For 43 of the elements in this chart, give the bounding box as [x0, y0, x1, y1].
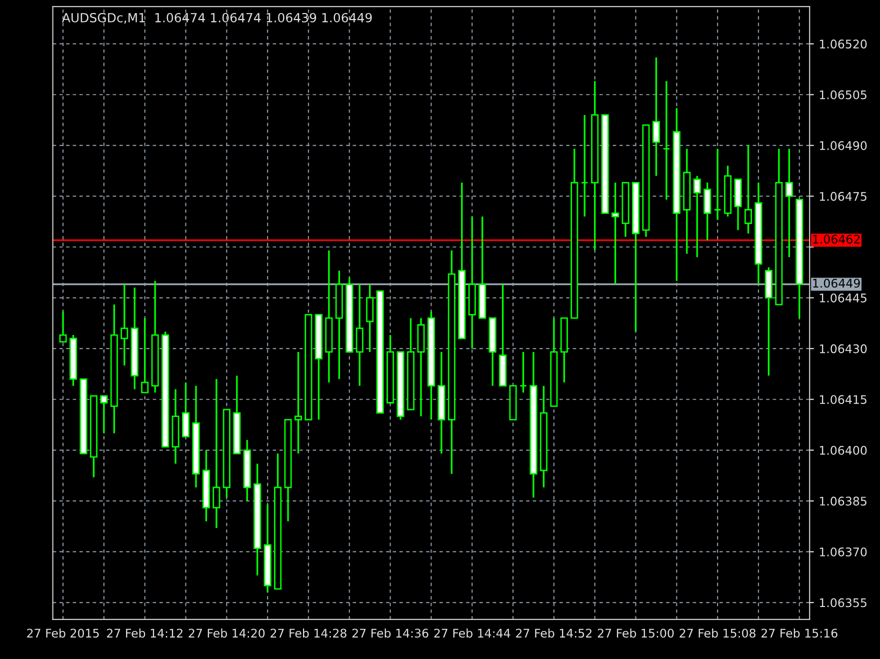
y-tick-label: 1.06355: [820, 598, 866, 608]
x-tick-label: 27 Feb 15:08: [680, 628, 756, 638]
y-tick-label: 1.06520: [820, 40, 867, 48]
candlestick: [580, 114, 588, 218]
candlestick: [693, 175, 701, 258]
y-tick-label: 1.06385: [820, 496, 866, 506]
x-tick-label: 27 Feb 15:00: [598, 628, 674, 638]
candlestick: [182, 382, 190, 438]
candlestick: [519, 351, 528, 394]
candlestick: [744, 144, 752, 234]
x-tick-label: 27 Feb 14:12: [106, 628, 182, 638]
x-tick-label: 27 Feb 14:52: [516, 628, 592, 638]
candlestick: [662, 80, 670, 200]
x-tick-label: 27 Feb 15:16: [762, 628, 838, 638]
y-tick-label: 1.06445: [820, 294, 866, 302]
candlestick: [141, 317, 149, 394]
y-tick-label: 1.06415: [820, 395, 866, 404]
x-tick-label: 27 Feb 14:28: [270, 628, 346, 638]
candlestick: [612, 182, 620, 286]
candlestick: [704, 182, 712, 242]
x-tick-label: 27 Feb 14:44: [434, 628, 510, 638]
x-tick-label: 27 Feb 14:20: [188, 628, 265, 638]
y-tick-label: 1.06490: [820, 141, 867, 150]
y-tick-label: 1.06505: [820, 90, 866, 100]
ref-line-label: 1.06462: [813, 234, 860, 244]
y-tick-label: 1.06370: [820, 547, 867, 556]
y-tick-label: 1.06430: [820, 344, 867, 354]
candlestick: [100, 395, 108, 434]
y-tick-label: 1.06400: [820, 446, 867, 455]
candlestick: [366, 283, 374, 353]
y-tick-label: 1.06475: [820, 192, 866, 201]
candlestick: [120, 283, 128, 366]
chart-title: AUDSGDc,M1 1.06474 1.06474 1.06439 1.06449: [62, 12, 372, 24]
candlestick: [714, 148, 722, 221]
candlestick: [356, 283, 364, 387]
x-tick-label: 27 Feb 14:36: [352, 628, 428, 638]
candlestick: [212, 378, 220, 529]
candlestick: [59, 310, 67, 343]
candlestick: [785, 148, 793, 258]
x-tick-label: 27 Feb 2015: [27, 628, 99, 638]
candlestick: [652, 56, 660, 177]
candlestick: [294, 351, 302, 454]
ref-line-label: 1.06449: [813, 278, 860, 288]
